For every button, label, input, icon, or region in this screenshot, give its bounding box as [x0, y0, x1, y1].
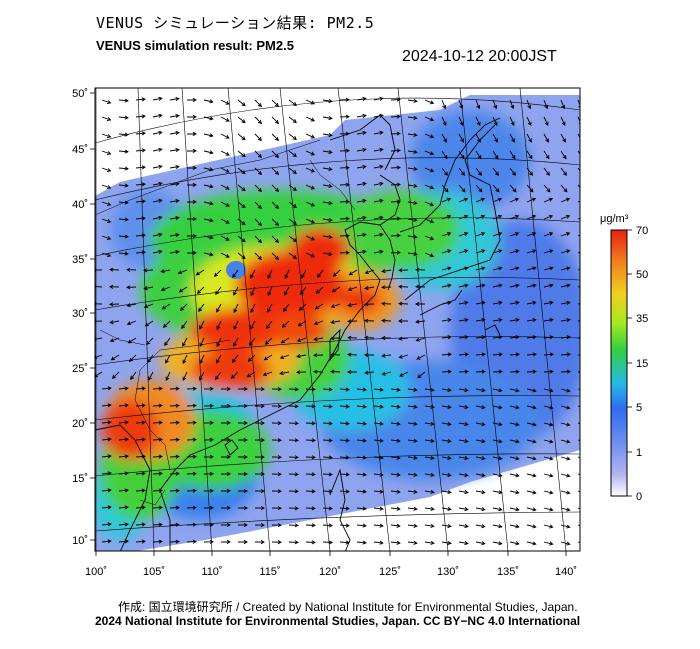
colorbar-scale — [610, 229, 628, 497]
colorbar-label: 35 — [636, 313, 648, 325]
lon-tick-label: 120˚ — [319, 566, 341, 578]
lat-tick-label: 25˚ — [72, 363, 88, 375]
lat-tick-label: 20˚ — [72, 418, 88, 430]
graticule — [95, 88, 580, 551]
title-en: VENUS simulation result: PM2.5 — [96, 38, 294, 53]
colorbar-label: 50 — [636, 269, 648, 281]
colorbar: μg/m³ 70 50 35 15 5 1 0 — [600, 213, 648, 503]
lon-tick-label: 125˚ — [379, 566, 401, 578]
colorbar-label: 70 — [636, 225, 648, 237]
colorbar-unit: μg/m³ — [600, 213, 629, 225]
datetime: 2024-10-12 20:00JST — [402, 48, 557, 65]
wind-arrow-set — [95, 96, 580, 546]
colorbar-label: 5 — [636, 402, 642, 414]
lat-tick-label: 30˚ — [72, 308, 88, 320]
lon-tick-label: 110˚ — [201, 566, 222, 578]
coastline — [95, 114, 501, 551]
lon-tick-label: 100˚ — [85, 566, 107, 578]
colorbar-label: 15 — [636, 358, 648, 370]
wind-vectors — [95, 96, 580, 546]
map-frame — [94, 87, 581, 552]
lat-tick-label: 45˚ — [72, 144, 88, 156]
lat-tick-label: 15˚ — [72, 473, 88, 485]
lon-tick-label: 115˚ — [259, 566, 280, 578]
lat-tick-label: 10˚ — [72, 535, 88, 547]
title-jp: VENUS シミュレーション結果: PM2.5 — [96, 14, 375, 32]
lon-tick-label: 135˚ — [497, 566, 519, 578]
lon-tick-label: 105˚ — [143, 566, 165, 578]
colorbar-label: 0 — [636, 491, 642, 503]
axis-ticks — [90, 92, 567, 556]
lat-tick-label: 40˚ — [72, 199, 88, 211]
credit-jp: 作成: 国立環境研究所 / Created by National Instit… — [118, 600, 578, 614]
pm25-field — [95, 88, 580, 551]
lon-tick-label: 140˚ — [555, 566, 577, 578]
credit-en: 2024 National Institute for Environmenta… — [95, 614, 581, 628]
low-spot — [226, 261, 246, 279]
lon-tick-label: 130˚ — [437, 566, 459, 578]
borders — [95, 139, 356, 506]
lat-tick-label: 35˚ — [72, 254, 88, 266]
colorbar-label: 1 — [636, 447, 642, 459]
lat-tick-label: 50˚ — [72, 88, 88, 100]
